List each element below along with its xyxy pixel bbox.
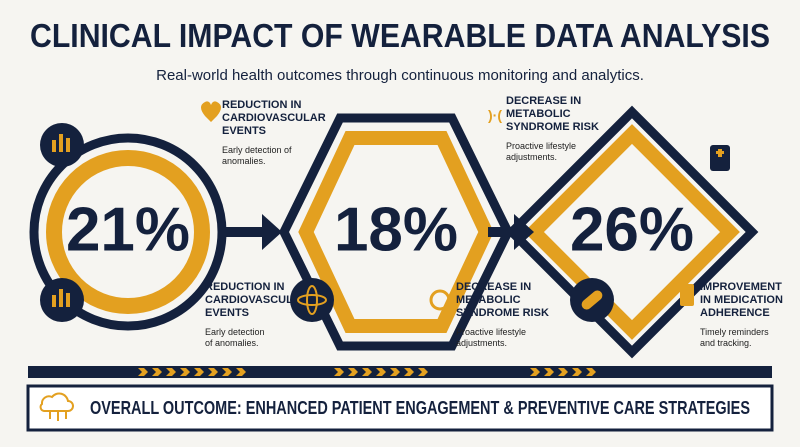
stat-value: 18% xyxy=(334,195,458,264)
stat-value: 26% xyxy=(570,195,694,264)
callout-title: CARDIOVASCULAR xyxy=(222,112,326,124)
callout-title: DECREASE IN xyxy=(456,281,531,293)
icons: )·( xyxy=(40,101,730,322)
callout-description: anomalies. xyxy=(222,156,266,166)
footer-outcome: OVERALL OUTCOME: ENHANCED PATIENT ENGAGE… xyxy=(90,398,750,418)
circle-shape xyxy=(29,133,227,331)
callout-title: CARDIOVASCUL xyxy=(205,294,293,306)
callout-description: adjustments. xyxy=(506,152,557,162)
footer-box xyxy=(26,384,774,432)
callout-title: SYNDROME RISK xyxy=(506,121,599,133)
callout-description: and tracking. xyxy=(700,338,752,348)
callout-description: Timely reminders xyxy=(700,327,769,337)
callout-description: of anomalies. xyxy=(205,338,259,348)
callout-title: METABOLIC xyxy=(456,294,521,306)
arrows xyxy=(226,214,534,250)
title: CLINICAL IMPACT OF WEARABLE DATA ANALYSI… xyxy=(30,17,770,54)
callout-title: IMPROVEMENT xyxy=(700,281,782,293)
cloud-icon xyxy=(39,392,74,421)
callout-title: EVENTS xyxy=(222,125,266,137)
callout-title: METABOLIC xyxy=(506,108,571,120)
subtitle: Real-world health outcomes through conti… xyxy=(156,67,644,84)
callout-title: EVENTS xyxy=(205,307,249,319)
callout-description: Proactive lifestyle xyxy=(456,327,526,337)
stat-value: 21% xyxy=(66,195,190,264)
callout-title: ADHERENCE xyxy=(700,307,770,319)
callout-description: Proactive lifestyle xyxy=(506,141,576,151)
diamond-shape xyxy=(505,105,759,359)
callout-title: DECREASE IN xyxy=(506,95,581,107)
callout-description: adjustments. xyxy=(456,338,507,348)
callout-title: IN MEDICATION xyxy=(700,294,783,306)
svg-text:)·(: )·( xyxy=(488,107,502,123)
callout-description: Early detection xyxy=(205,327,265,337)
callout-title: REDUCTION IN xyxy=(222,99,302,111)
divider-band xyxy=(28,366,772,378)
hexagon-shape xyxy=(278,113,514,351)
callout-title: REDUCTION IN xyxy=(205,281,285,293)
callout-description: Early detection of xyxy=(222,145,292,155)
callout-title: SYNDROME RISK xyxy=(456,307,549,319)
